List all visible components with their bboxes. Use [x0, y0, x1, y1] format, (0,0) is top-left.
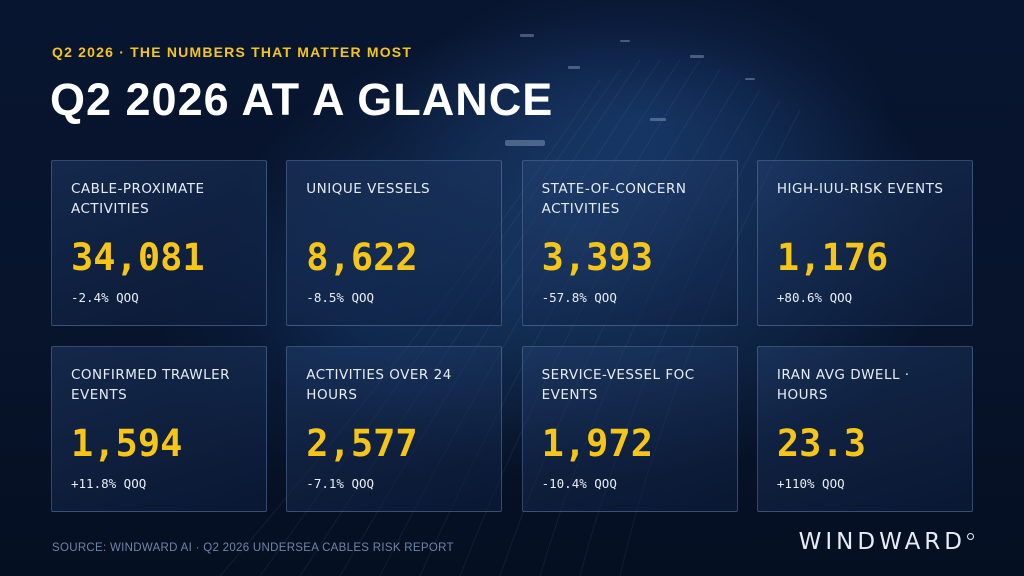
- metric-change: -10.4% QOQ: [541, 476, 617, 491]
- metric-card: ACTIVITIES OVER 24 HOURS 2,577 -7.1% QOQ: [286, 346, 503, 512]
- metric-card: HIGH-IUU-RISK EVENTS 1,176 +80.6% QOQ: [756, 160, 973, 326]
- metric-change: -7.1% QOQ: [306, 476, 375, 491]
- metric-change: +11.8% QOQ: [71, 476, 147, 491]
- metric-value: 34,081: [71, 236, 205, 279]
- metric-value: 1,594: [71, 422, 183, 465]
- metric-card: CABLE-PROXIMATE ACTIVITIES 34,081 -2.4% …: [51, 160, 267, 326]
- metric-label: ACTIVITIES OVER 24 HOURS: [306, 367, 452, 403]
- brand-logo: WINDWARD: [799, 529, 974, 555]
- metric-label: CONFIRMED TRAWLER EVENTS: [71, 367, 230, 403]
- metric-value: 1,176: [776, 236, 889, 279]
- source-note: SOURCE: WINDWARD AI · Q2 2026 UNDERSEA C…: [52, 542, 454, 554]
- circle-mark-icon: [967, 533, 974, 540]
- metric-label: HIGH-IUU-RISK EVENTS: [776, 181, 944, 197]
- page-title: Q2 2026 AT A GLANCE: [50, 74, 554, 125]
- metric-value: 8,622: [306, 236, 418, 279]
- metric-change: +80.6% QOQ: [776, 290, 853, 305]
- metric-change: -2.4% QOQ: [71, 290, 139, 305]
- brand-wordmark: WINDWARD: [798, 529, 966, 555]
- metric-label: SERVICE-VESSEL FOC EVENTS: [541, 367, 695, 403]
- metric-card: CONFIRMED TRAWLER EVENTS 1,594 +11.8% QO…: [51, 346, 267, 512]
- metric-change: +110% QOQ: [776, 476, 845, 491]
- metric-label: CABLE-PROXIMATE ACTIVITIES: [71, 181, 205, 217]
- metric-label: UNIQUE VESSELS: [306, 181, 431, 197]
- metric-card: IRAN AVG DWELL · HOURS 23.3 +110% QOQ: [756, 346, 973, 512]
- metric-card: UNIQUE VESSELS 8,622 -8.5% QOQ: [286, 160, 503, 326]
- eyebrow-subtitle: Q2 2026 · THE NUMBERS THAT MATTER MOST: [52, 44, 413, 60]
- metric-label: IRAN AVG DWELL · HOURS: [776, 367, 910, 403]
- metric-value: 1,972: [541, 422, 653, 465]
- metric-value: 2,577: [306, 422, 418, 465]
- metric-value: 23.3: [776, 422, 866, 465]
- metric-change: -57.8% QOQ: [541, 290, 617, 305]
- metric-value: 3,393: [541, 236, 653, 279]
- metric-card: SERVICE-VESSEL FOC EVENTS 1,972 -10.4% Q…: [521, 346, 738, 512]
- metric-change: -8.5% QOQ: [306, 290, 375, 305]
- metrics-grid: CABLE-PROXIMATE ACTIVITIES 34,081 -2.4% …: [51, 160, 973, 512]
- metric-card: STATE-OF-CONCERN ACTIVITIES 3,393 -57.8%…: [521, 160, 738, 326]
- metric-label: STATE-OF-CONCERN ACTIVITIES: [541, 181, 687, 217]
